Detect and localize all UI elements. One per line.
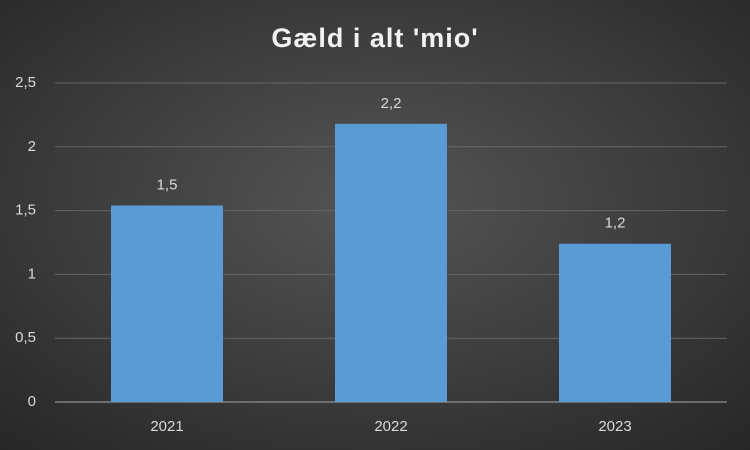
x-tick-label: 2021 — [150, 418, 183, 435]
x-tick-label: 2023 — [598, 418, 631, 435]
bar — [559, 243, 671, 402]
y-tick-label: 1 — [28, 265, 36, 282]
y-tick-label: 1,5 — [15, 202, 36, 219]
y-tick-label: 2,5 — [15, 74, 36, 91]
x-tick-label: 2022 — [374, 418, 407, 435]
value-label: 1,5 — [157, 176, 178, 193]
y-tick-label: 2 — [28, 138, 36, 155]
bar — [335, 123, 447, 402]
value-label: 1,2 — [605, 215, 626, 232]
y-tick-label: 0 — [28, 393, 36, 410]
value-label: 2,2 — [381, 95, 402, 112]
y-tick-label: 0,5 — [15, 329, 36, 346]
chart-title: Gæld i alt 'mio' — [271, 23, 478, 53]
bar — [111, 205, 223, 402]
